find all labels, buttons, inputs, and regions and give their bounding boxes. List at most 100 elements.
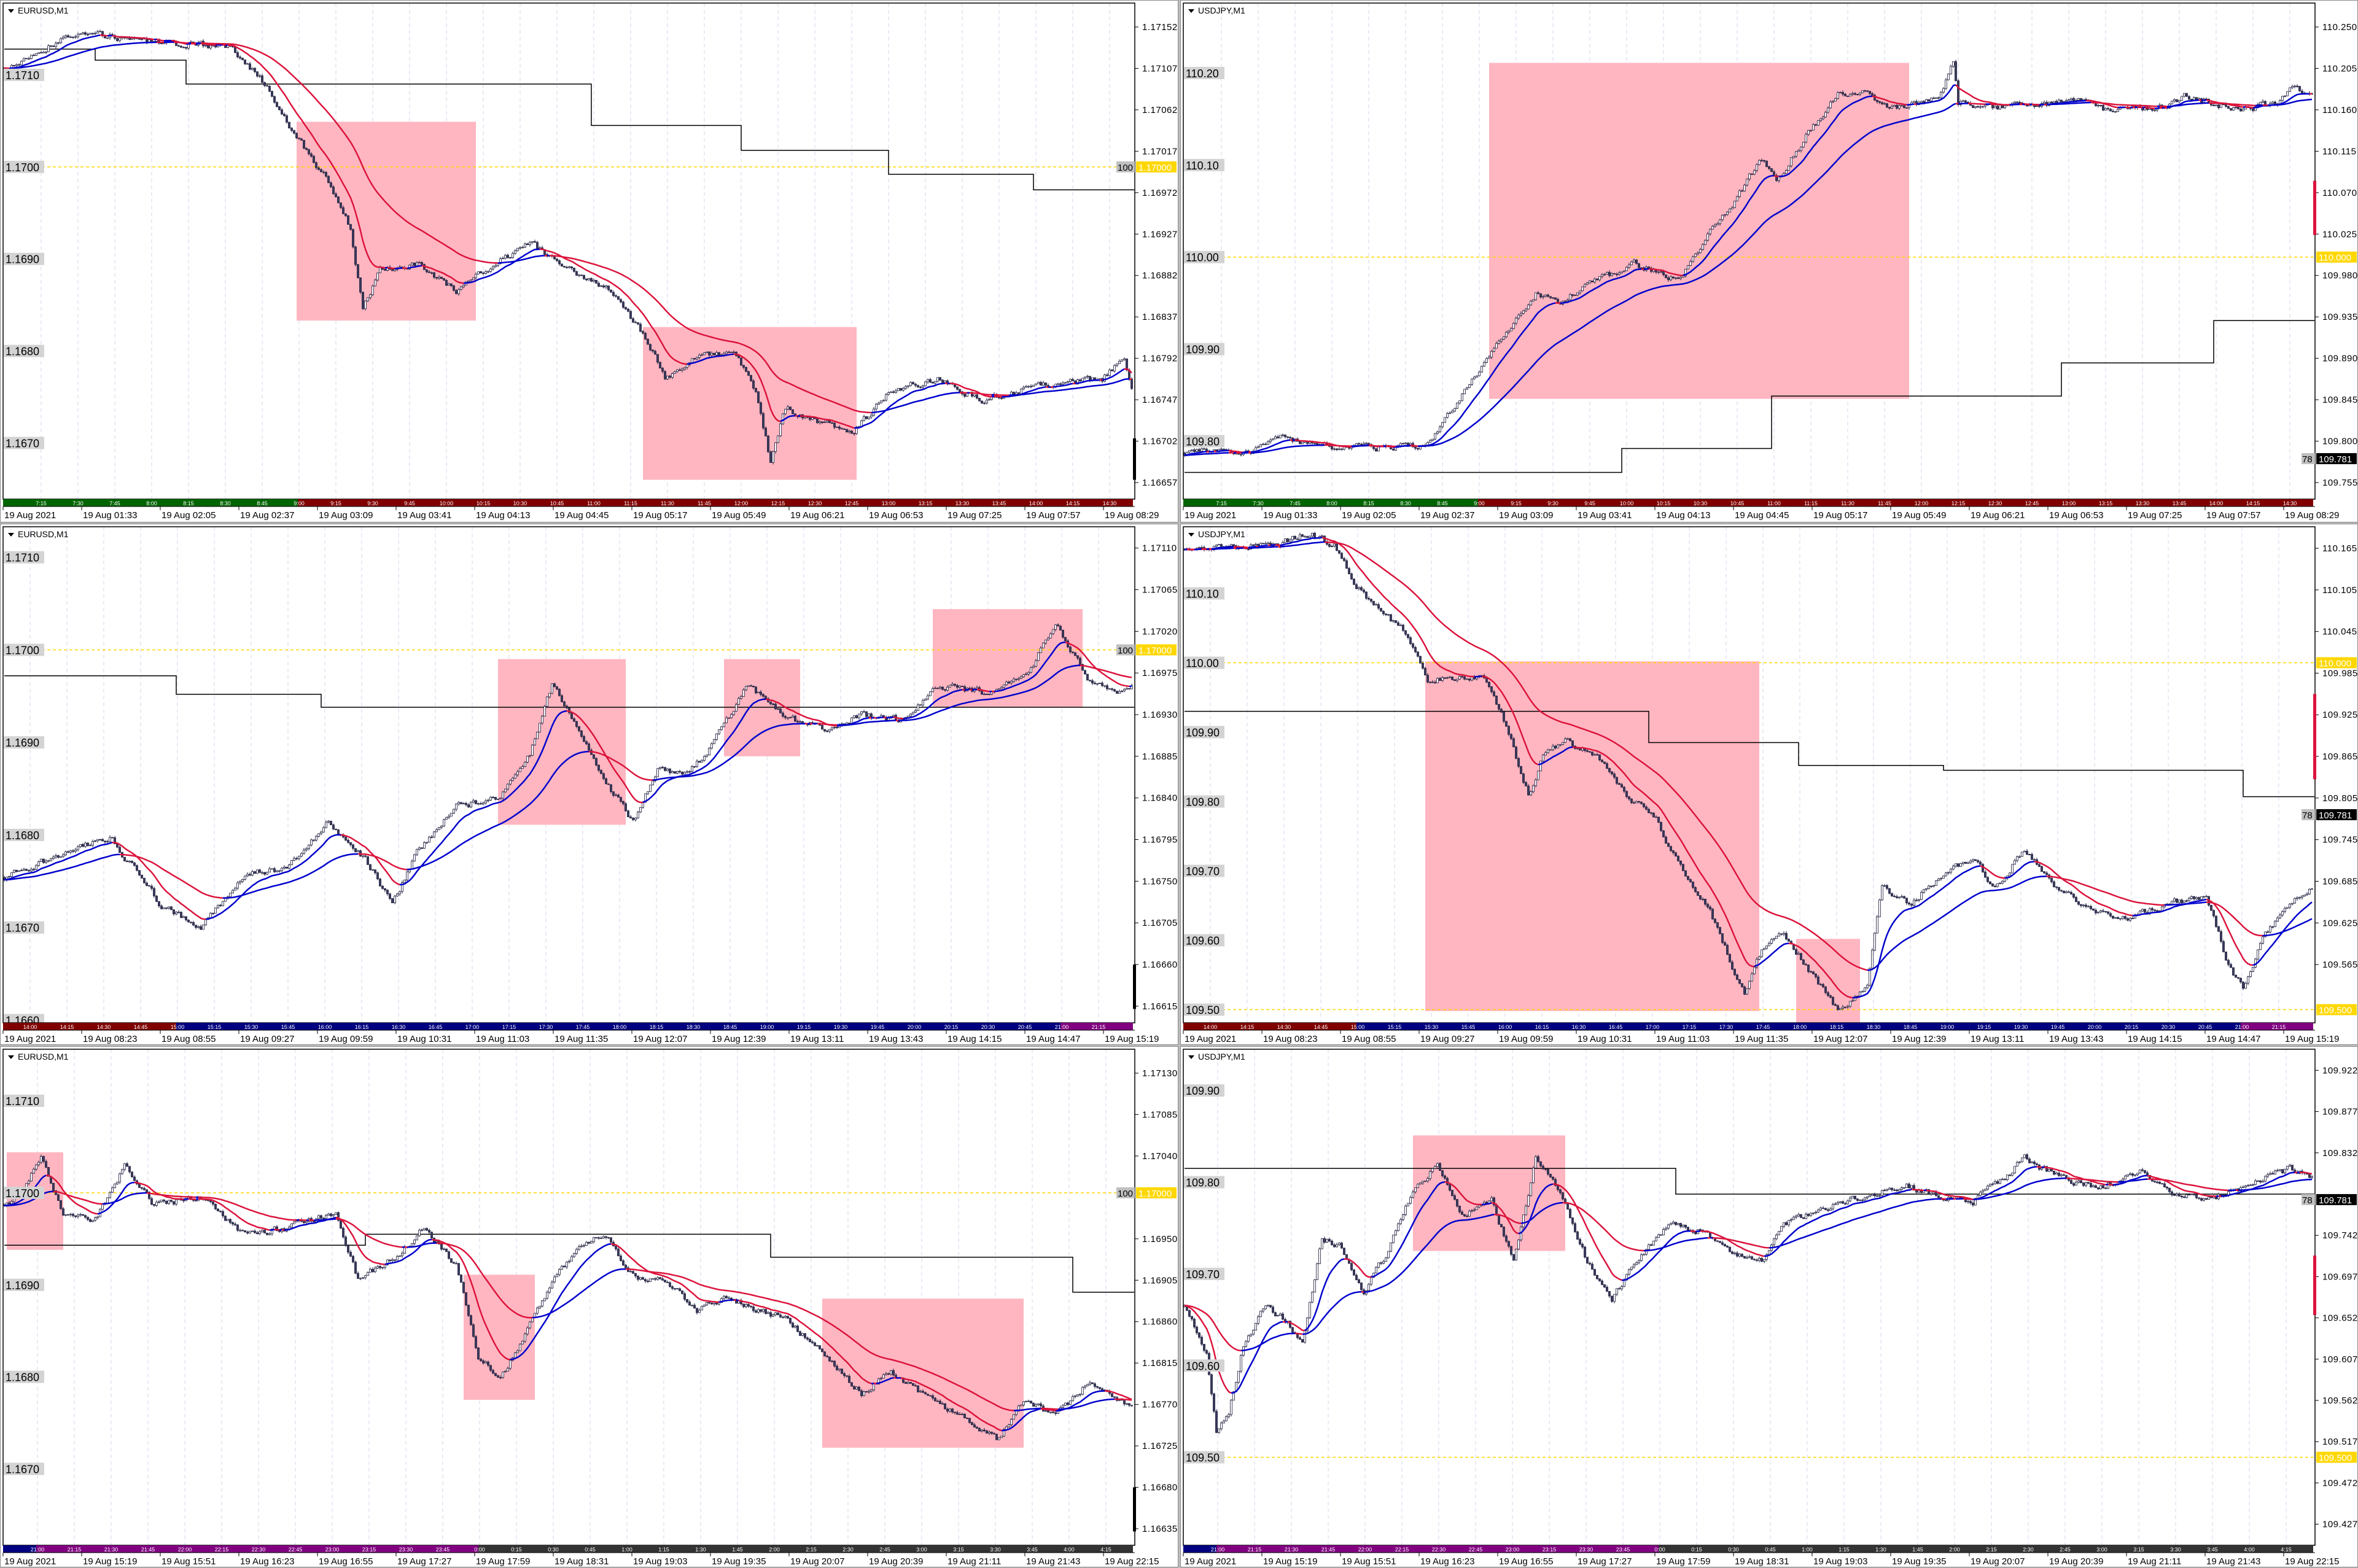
candle	[1985, 105, 1986, 106]
candle	[2262, 937, 2264, 944]
candle	[154, 1205, 155, 1206]
y-tick-label: 109.865	[2322, 751, 2358, 762]
candle	[2213, 105, 2215, 106]
candle	[1523, 774, 1525, 782]
candle	[1977, 106, 1979, 107]
candle	[1823, 117, 1824, 119]
candle	[613, 791, 615, 795]
candle	[930, 692, 932, 696]
level-label: 1.1690	[6, 254, 39, 266]
candle	[65, 852, 67, 855]
candle	[1415, 447, 1417, 448]
candle	[2270, 926, 2271, 932]
candle	[522, 767, 524, 769]
candle	[952, 684, 954, 685]
candle	[912, 382, 914, 384]
candle	[210, 1201, 212, 1202]
session-time-label: 17:15	[1683, 1024, 1697, 1030]
candle	[2068, 892, 2070, 893]
candle	[1277, 437, 1279, 438]
candle	[1611, 273, 1613, 275]
candle	[1859, 992, 1861, 996]
candle	[1990, 882, 1991, 884]
candle	[620, 300, 622, 302]
candle	[1636, 260, 1638, 263]
candle	[2112, 916, 2114, 918]
candle	[507, 255, 509, 258]
x-tick-label: 19 Aug 09:27	[1420, 1034, 1474, 1044]
chart-canvas[interactable]: 1.17101.17001.16901.16801.1670EURUSD,M11…	[1, 1, 1178, 522]
candle	[2012, 864, 2014, 873]
candle	[242, 58, 244, 60]
session-time-label: 18:45	[1904, 1024, 1918, 1030]
chart-canvas[interactable]: 1.17101.17001.16901.16801.1670EURUSD,M11…	[1, 1047, 1178, 1568]
candle	[41, 859, 42, 861]
candle	[316, 836, 317, 840]
candle	[772, 452, 774, 463]
candle	[1427, 675, 1429, 682]
candle	[1741, 191, 1743, 192]
candle	[664, 371, 666, 379]
session-time-label: 11:15	[624, 500, 637, 506]
candle	[718, 730, 720, 734]
candle	[1633, 803, 1635, 804]
candle	[1417, 652, 1419, 656]
candle	[2181, 900, 2183, 903]
candle	[1977, 861, 1979, 862]
candle	[1798, 953, 1800, 955]
candle	[1712, 227, 1714, 230]
candle	[394, 896, 396, 903]
candle	[723, 723, 725, 727]
chart-canvas[interactable]: 1.17101.17001.16901.16801.16701.1660EURU…	[1, 524, 1178, 1046]
candle	[2110, 109, 2112, 111]
candle	[325, 822, 327, 828]
candle	[1616, 777, 1618, 783]
chart-canvas[interactable]: 110.10110.00109.90109.80109.70109.60109.…	[1181, 524, 2358, 1046]
candle	[1562, 742, 1564, 744]
candle	[534, 241, 536, 242]
candle	[721, 727, 723, 730]
candle	[1594, 279, 1596, 282]
candle	[559, 689, 561, 696]
candle	[881, 401, 882, 403]
plot-border	[3, 3, 1135, 499]
candle	[1080, 380, 1081, 381]
candle	[1697, 891, 1699, 895]
candle	[208, 45, 209, 48]
level-label: 1.1690	[6, 737, 39, 749]
candle	[1018, 393, 1020, 394]
x-tick-label: 19 Aug 08:23	[83, 1034, 137, 1044]
candle	[782, 713, 784, 716]
session-time-label: 8:30	[220, 500, 231, 506]
session-time-label: 14:00	[1029, 500, 1043, 506]
candle	[1658, 817, 1660, 823]
zone-rectangle	[933, 609, 1083, 707]
session-time-label: 20:45	[1018, 1024, 1032, 1030]
candle	[2162, 907, 2163, 911]
x-tick-label: 19 Aug 10:31	[1578, 1034, 1632, 1044]
candle	[664, 767, 666, 770]
candle	[669, 376, 671, 378]
candle	[141, 1187, 143, 1188]
axis-indicator-bar	[1133, 438, 1136, 479]
zone-rectangle	[822, 1298, 1024, 1448]
chart-canvas[interactable]: 110.20110.10110.00109.90109.80USDJPY,M11…	[1181, 1, 2358, 522]
candle	[1913, 900, 1915, 906]
plot-area	[3, 3, 1135, 499]
candle	[294, 858, 295, 860]
candle	[492, 1370, 494, 1373]
candle	[323, 172, 325, 173]
candle	[343, 1228, 344, 1237]
candle	[534, 739, 536, 745]
candle	[284, 867, 286, 868]
candle	[1803, 960, 1805, 964]
candle	[1624, 787, 1625, 791]
candle	[1459, 677, 1461, 679]
candle	[470, 1316, 472, 1325]
y-tick-label: 110.250	[2322, 22, 2357, 33]
